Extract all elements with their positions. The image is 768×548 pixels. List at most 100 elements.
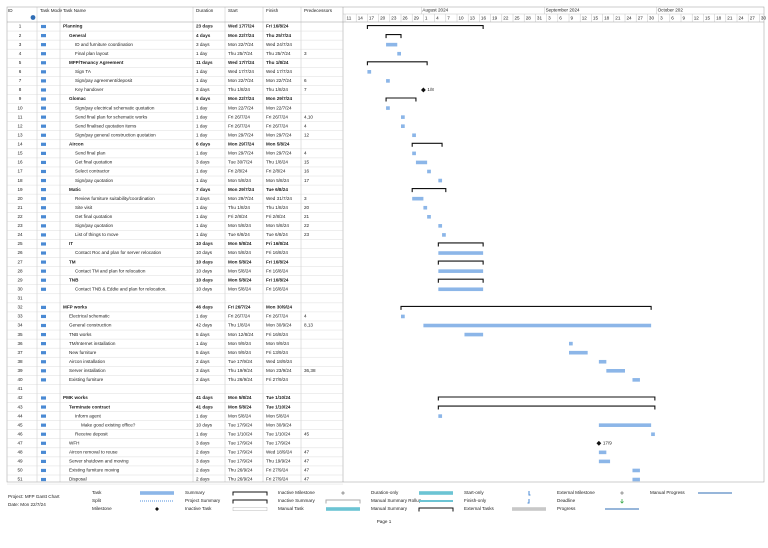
- row-id: 20: [17, 196, 23, 201]
- task-mode-icon: [41, 97, 46, 101]
- task-name: Send finalised quotation items: [75, 123, 137, 128]
- start-date: Mon 29/7/24: [228, 142, 254, 147]
- task-bar: [423, 205, 428, 210]
- task-bar: [412, 151, 416, 156]
- start-date: Thu 1/8/24: [228, 323, 250, 328]
- task-name: Receive deposit: [75, 431, 108, 436]
- task-name: Contact TM and plan for relocation: [75, 268, 146, 273]
- timescale-day: 13: [470, 15, 476, 20]
- row-id: 4: [19, 51, 22, 56]
- start-date: Mon 5/8/24: [228, 395, 252, 400]
- duration: 2 days: [196, 468, 210, 473]
- legend-label: Milestone: [92, 506, 112, 511]
- finish-date: Mon 30/9/24: [266, 305, 292, 310]
- task-mode-icon: [41, 24, 46, 29]
- task-name: Sign/pay quotation: [75, 223, 114, 228]
- predecessors: 22: [304, 223, 310, 228]
- task-mode-icon: [41, 323, 46, 328]
- duration: 2 days: [196, 359, 210, 364]
- task-mode-icon: [41, 441, 46, 445]
- duration: 1 day: [196, 105, 208, 110]
- timescale-month: September 2024: [546, 8, 580, 13]
- task-bar: [651, 432, 655, 437]
- task-mode-icon: [41, 242, 46, 246]
- finish-date: Mon 29/7/24: [266, 96, 292, 101]
- row-id: 15: [17, 151, 23, 156]
- legend-label: Manual Progress: [650, 490, 685, 495]
- predecessors: 15: [304, 160, 310, 165]
- finish-date: Tue 6/8/24: [266, 187, 288, 192]
- column-header: Task Name: [63, 8, 86, 13]
- timescale-day: 23: [391, 15, 397, 20]
- row-id: 26: [17, 250, 23, 255]
- task-name: List of things to move: [75, 232, 119, 237]
- task-bar: [569, 350, 588, 355]
- task-bar: [427, 214, 431, 219]
- task-bar: [386, 106, 390, 110]
- task-mode-icon: [41, 133, 46, 137]
- summary-bar: [411, 142, 443, 147]
- duration: 1 day: [196, 123, 208, 128]
- row-id: 7: [19, 78, 22, 83]
- task-bar: [606, 369, 625, 373]
- task-mode-icon: [41, 43, 46, 47]
- start-date: Fri 26/7/24: [228, 123, 250, 128]
- legend-symbol: [155, 507, 159, 511]
- start-date: Mon 12/8/24: [228, 332, 254, 337]
- task-mode-icon: [41, 124, 46, 128]
- column-header: Start: [228, 8, 238, 13]
- start-date: Thu 26/9/24: [228, 377, 253, 382]
- start-date: Mon 5/8/24: [228, 268, 251, 273]
- row-id: 27: [17, 259, 23, 264]
- project-name: Project: MFP Gantt Chart: [8, 494, 60, 499]
- finish-date: Thu 25/7/24: [266, 33, 291, 38]
- milestone: [421, 87, 426, 93]
- task-mode-icon: [41, 305, 46, 309]
- start-date: Mon 22/7/24: [228, 78, 254, 83]
- task-mode-icon: [41, 378, 46, 382]
- start-date: Thu 1/8/24: [228, 205, 250, 210]
- predecessors: 3: [304, 51, 307, 56]
- task-mode-icon: [41, 287, 46, 291]
- timescale-day: 10: [459, 15, 465, 20]
- start-date: Fri 2/8/24: [228, 214, 248, 219]
- task-bar: [367, 70, 372, 74]
- timescale-day: 1: [425, 15, 428, 20]
- task-name: Glomac: [69, 96, 86, 101]
- finish-date: Thu 1/8/24: [266, 160, 288, 165]
- summary-bar: [366, 24, 484, 30]
- duration: 1 day: [196, 114, 208, 119]
- legend-label: Manual Task: [278, 506, 304, 511]
- finish-date: Thu 25/7/24: [266, 51, 291, 56]
- duration: 10 days: [196, 286, 213, 291]
- duration: 42 days: [196, 323, 213, 328]
- finish-date: Tue 6/8/24: [266, 232, 288, 237]
- finish-date: Fri 2/8/24: [266, 169, 286, 174]
- task-bar: [438, 269, 484, 273]
- legend-symbol: [232, 499, 268, 504]
- timescale-day: 28: [526, 15, 532, 20]
- task-mode-icon: [41, 459, 46, 464]
- summary-bar: [411, 188, 447, 193]
- task-name: Final plan layout: [75, 51, 109, 56]
- finish-date: Thu 1/8/24: [266, 205, 288, 210]
- task-mode-icon: [41, 369, 46, 373]
- finish-date: Wed 17/7/24: [266, 69, 292, 74]
- finish-date: Mon 30/9/24: [266, 422, 292, 427]
- task-bar: [438, 224, 443, 228]
- task-name: Get final quotation: [75, 214, 113, 219]
- timescale-day: 27: [750, 15, 756, 20]
- duration: 10 days: [196, 422, 213, 427]
- predecessors: 4: [304, 314, 307, 319]
- legend-symbol: [419, 491, 453, 495]
- task-mode-icon: [41, 70, 46, 74]
- timescale-day: 9: [571, 15, 574, 20]
- timescale-day: 3: [660, 15, 663, 20]
- legend-label: Duration-only: [371, 490, 399, 495]
- task-name: Electrical schematic: [69, 314, 110, 319]
- finish-date: Fri 16/8/24: [266, 250, 288, 255]
- timescale-month: October 202: [658, 8, 684, 13]
- timescale-day: 24: [627, 15, 633, 20]
- row-id: 51: [17, 477, 23, 482]
- duration: 5 days: [196, 332, 210, 337]
